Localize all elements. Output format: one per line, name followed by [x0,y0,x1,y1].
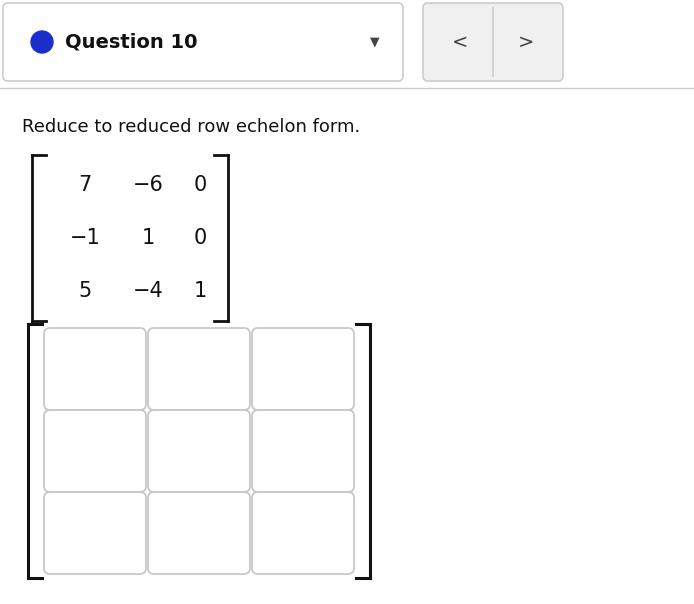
Text: 5: 5 [78,281,92,301]
FancyBboxPatch shape [3,3,403,81]
FancyBboxPatch shape [423,3,563,81]
FancyBboxPatch shape [148,410,250,492]
Text: 1: 1 [142,228,155,248]
Text: >: > [518,33,534,51]
FancyBboxPatch shape [44,328,146,410]
Text: ▼: ▼ [370,36,380,48]
FancyBboxPatch shape [44,492,146,574]
FancyBboxPatch shape [252,410,354,492]
Text: Question 10: Question 10 [65,33,198,51]
FancyBboxPatch shape [44,410,146,492]
Text: −6: −6 [133,175,164,195]
FancyBboxPatch shape [148,492,250,574]
Text: 7: 7 [78,175,92,195]
FancyBboxPatch shape [252,328,354,410]
Text: <: < [452,33,468,51]
Text: Reduce to reduced row echelon form.: Reduce to reduced row echelon form. [22,118,360,136]
Text: 0: 0 [194,228,207,248]
Text: −4: −4 [133,281,163,301]
FancyBboxPatch shape [148,328,250,410]
FancyBboxPatch shape [252,492,354,574]
Text: 0: 0 [194,175,207,195]
Text: 1: 1 [194,281,207,301]
Text: −1: −1 [69,228,101,248]
Circle shape [31,31,53,53]
